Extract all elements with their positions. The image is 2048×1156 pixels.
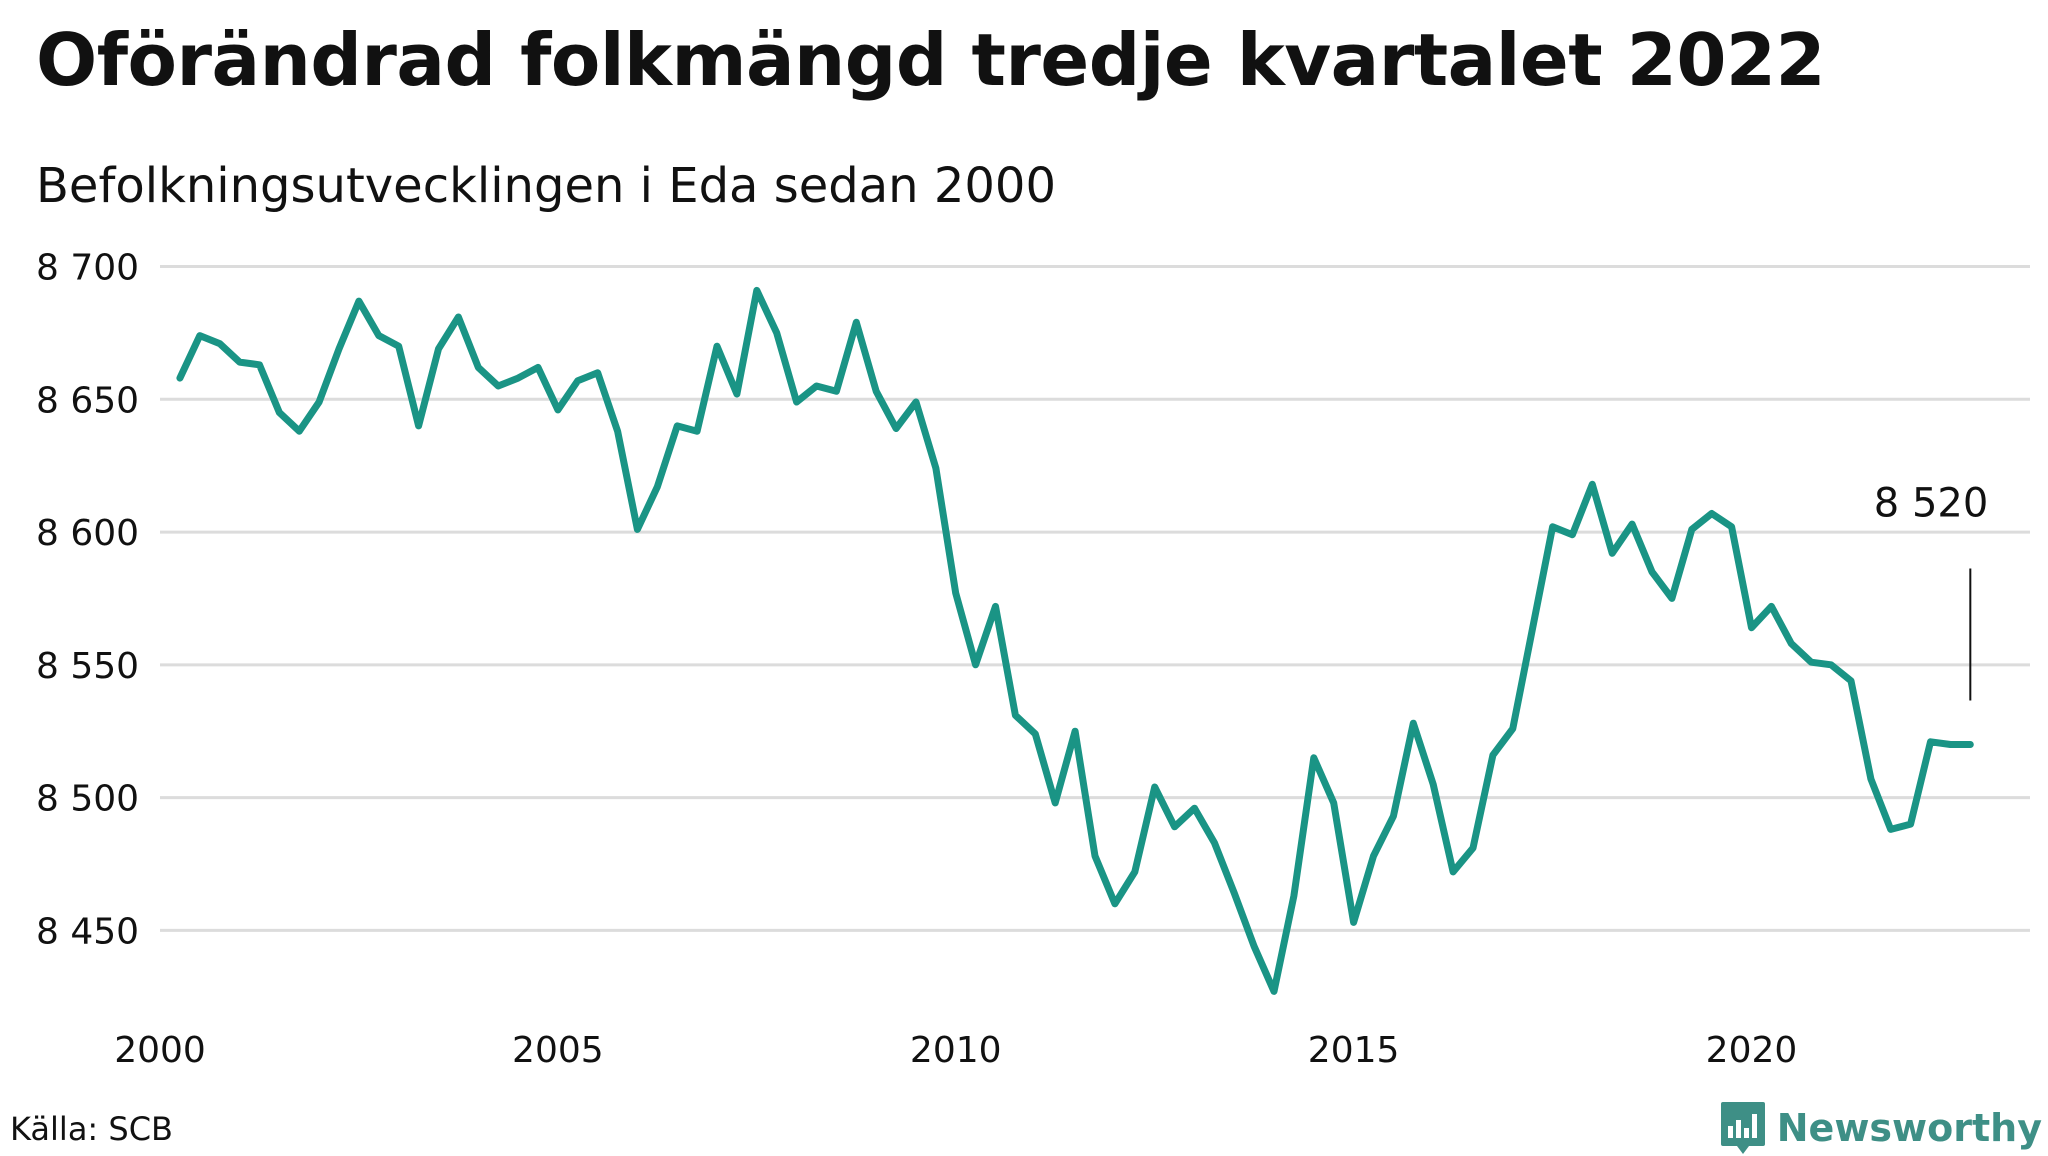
source-note: Källa: SCB: [10, 1110, 173, 1148]
y-tick-label: 8 600: [36, 513, 139, 554]
chart-subtitle: Befolkningsutvecklingen i Eda sedan 2000: [36, 158, 1056, 214]
y-tick-label: 8 650: [36, 380, 139, 421]
y-tick-label: 8 550: [36, 646, 139, 687]
gridlines: [160, 265, 2030, 932]
newsworthy-logo-icon: [1720, 1102, 1765, 1154]
x-axis-tick-labels: 2000 2005 2010 2015 2020: [114, 1030, 1797, 1071]
end-value-label: 8 520: [1874, 480, 1989, 526]
brand-name: Newsworthy: [1776, 1106, 2042, 1150]
brand-logo[interactable]: Newsworthy: [1719, 1100, 2042, 1156]
y-tick-label: 8 700: [36, 248, 139, 289]
x-tick-label: 2015: [1308, 1030, 1400, 1071]
y-tick-label: 8 450: [36, 911, 139, 952]
x-tick-label: 2005: [512, 1030, 604, 1071]
y-tick-label: 8 500: [36, 779, 139, 820]
x-tick-label: 2020: [1706, 1030, 1798, 1071]
chart-title: Oförändrad folkmängd tredje kvartalet 20…: [36, 18, 1826, 102]
y-axis-tick-labels: 8 450 8 500 8 550 8 600 8 650 8 700: [36, 248, 139, 953]
series-group: [176, 286, 1974, 995]
x-tick-label: 2010: [910, 1030, 1002, 1071]
series-line: [176, 286, 1974, 995]
x-tick-label: 2000: [114, 1030, 206, 1071]
end-annotation: 8 520: [1874, 480, 1989, 701]
